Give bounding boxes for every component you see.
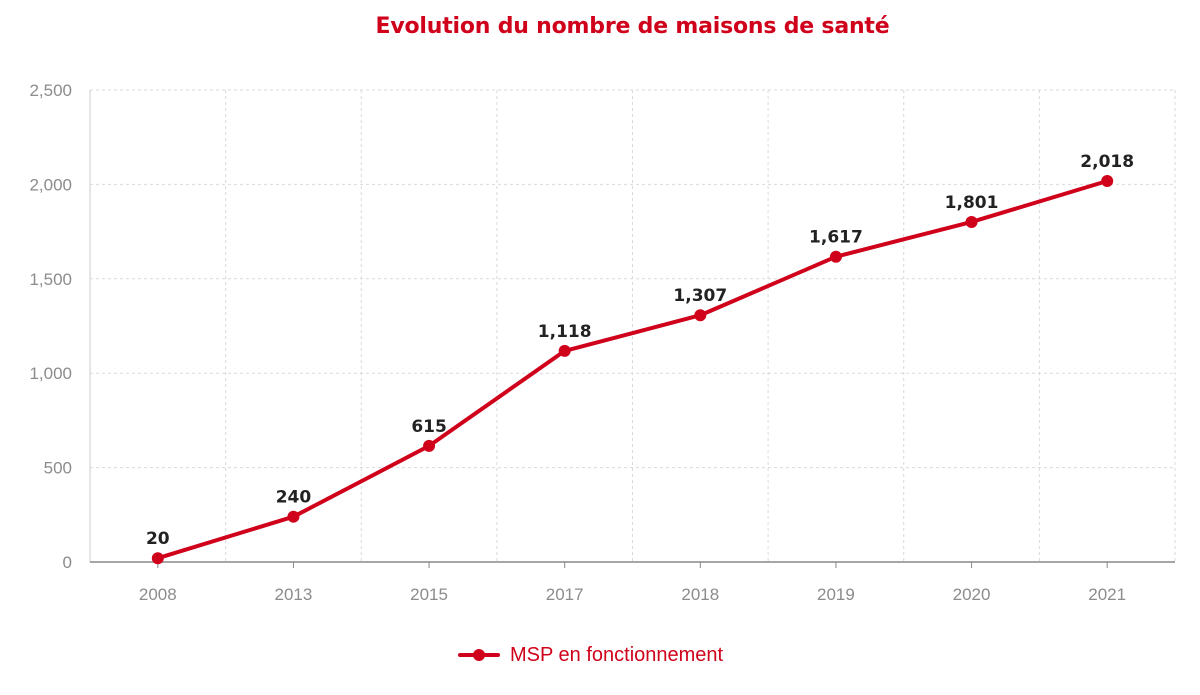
grid-lines	[89, 89, 1176, 562]
data-labels: 20 240 615 1,118 1,307 1,617 1,801 2,018	[146, 152, 1134, 549]
data-point	[287, 510, 300, 523]
x-tick-label: 2021	[1088, 585, 1126, 604]
data-point	[829, 250, 842, 263]
data-point	[151, 552, 164, 565]
data-label: 1,118	[538, 322, 592, 342]
data-point	[965, 215, 978, 228]
data-point	[423, 439, 436, 452]
chart-title: Evolution du nombre de maisons de santé	[375, 14, 890, 39]
data-label: 1,307	[673, 286, 727, 306]
legend[interactable]: MSP en fonctionnement	[458, 641, 723, 669]
y-tick-label: 500	[44, 459, 72, 478]
legend-label: MSP en fonctionnement	[510, 643, 724, 666]
legend-marker-icon	[458, 645, 500, 665]
x-tick-label: 2017	[546, 585, 584, 604]
data-label: 2,018	[1080, 152, 1134, 172]
data-point	[558, 344, 571, 357]
data-label: 20	[146, 529, 170, 549]
x-tick-label: 2020	[953, 585, 991, 604]
x-tick-label: 2013	[275, 585, 313, 604]
data-label: 615	[411, 417, 447, 437]
data-label: 240	[276, 488, 312, 508]
y-tick-label: 2,000	[29, 175, 72, 194]
x-axis: 2008 2013 2015 2017 2018 2019 2020 2021	[90, 561, 1175, 604]
y-tick-label: 1,000	[29, 364, 72, 383]
data-label: 1,801	[945, 193, 999, 213]
series-line	[155, 179, 1110, 561]
y-tick-label: 0	[63, 553, 72, 572]
x-tick-label: 2019	[817, 585, 855, 604]
data-label: 1,617	[809, 228, 863, 248]
x-tick-label: 2018	[681, 585, 719, 604]
y-tick-label: 1,500	[29, 270, 72, 289]
x-tick-label: 2015	[410, 585, 448, 604]
series-msp	[151, 175, 1114, 565]
x-tick-label: 2008	[139, 585, 177, 604]
data-point	[694, 309, 707, 322]
data-point	[1101, 175, 1114, 188]
y-axis: 0 500 1,000 1,500 2,000 2,500	[29, 81, 91, 572]
y-tick-label: 2,500	[29, 81, 72, 100]
